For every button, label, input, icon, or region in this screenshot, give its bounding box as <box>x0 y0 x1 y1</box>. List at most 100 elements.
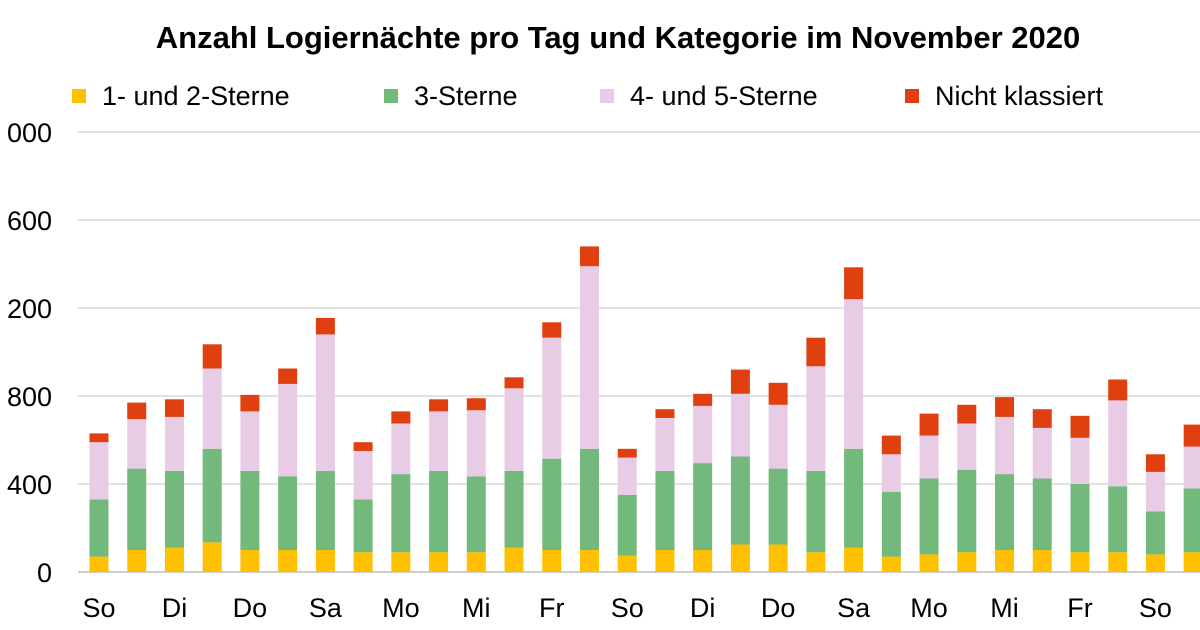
bar-segment-day-6-series-3 <box>278 368 298 384</box>
y-tick-label: 600 <box>7 206 52 236</box>
bar-segment-day-14-series-1 <box>579 448 599 550</box>
x-tick-label: Mi <box>990 593 1019 623</box>
bar-segment-day-17-series-1 <box>693 463 713 550</box>
bar-segment-day-7-series-0 <box>315 550 335 572</box>
bar-segment-day-25-series-0 <box>995 550 1015 572</box>
x-tick-label: So <box>82 593 115 623</box>
bar-segment-day-19-series-3 <box>768 382 788 405</box>
bar-segment-day-18-series-3 <box>730 369 750 394</box>
bar-segment-day-14-series-3 <box>579 246 599 267</box>
legend-swatch-1-2-sterne <box>72 89 86 103</box>
y-axis-ticks: 0 400 800 200 600 000 <box>7 118 52 588</box>
bar-segment-day-21-series-2 <box>844 299 864 449</box>
bar-segment-day-5-series-2 <box>240 411 260 471</box>
bar-segment-day-24-series-2 <box>957 423 977 470</box>
bar-segment-day-8-series-1 <box>353 499 373 553</box>
bar-segment-day-22-series-2 <box>881 454 901 492</box>
bar-segment-day-17-series-2 <box>693 405 713 464</box>
bar-segment-day-10-series-2 <box>429 411 449 471</box>
y-tick-label: 000 <box>7 118 52 148</box>
bar-segment-day-22-series-1 <box>881 491 901 557</box>
x-axis-ticks: So Di Do Sa Mo Mi Fr So Di Do Sa Mo Mi Fr So <box>82 593 1171 623</box>
bar-segment-day-23-series-0 <box>919 554 939 572</box>
bar-segment-day-23-series-2 <box>919 435 939 479</box>
bars <box>89 246 1200 572</box>
bar-segment-day-24-series-1 <box>957 469 977 553</box>
bar-segment-day-2-series-0 <box>127 550 147 572</box>
bar-segment-day-16-series-1 <box>655 470 675 550</box>
bar-segment-day-26-series-2 <box>1032 427 1052 479</box>
bar-segment-day-5-series-0 <box>240 550 260 572</box>
legend-item-3-sterne: 3-Sterne <box>384 80 518 112</box>
bar-segment-day-26-series-3 <box>1032 409 1052 428</box>
bar-segment-day-23-series-3 <box>919 413 939 436</box>
bar-segment-day-4-series-2 <box>202 368 222 449</box>
x-tick-label: Do <box>761 593 796 623</box>
x-tick-label: Mo <box>910 593 948 623</box>
bar-segment-day-1-series-1 <box>89 499 109 557</box>
bar-segment-day-18-series-0 <box>730 544 750 572</box>
bar-segment-day-16-series-2 <box>655 418 675 471</box>
bar-segment-day-30-series-3 <box>1183 424 1200 447</box>
bar-segment-day-4-series-3 <box>202 344 222 369</box>
bar-segment-day-3-series-1 <box>164 470 184 548</box>
bar-segment-day-14-series-2 <box>579 266 599 449</box>
legend-label-4-5-sterne: 4- und 5-Sterne <box>630 80 818 111</box>
bar-segment-day-25-series-2 <box>995 416 1015 475</box>
legend-swatch-4-5-sterne <box>600 89 614 103</box>
legend-label-1-2-sterne: 1- und 2-Sterne <box>102 80 290 111</box>
bar-segment-day-20-series-2 <box>806 366 826 471</box>
bar-segment-day-21-series-0 <box>844 547 864 572</box>
bar-segment-day-10-series-1 <box>429 470 449 553</box>
bar-segment-day-11-series-0 <box>466 552 486 572</box>
bar-segment-day-3-series-2 <box>164 416 184 471</box>
bar-segment-day-2-series-3 <box>127 402 147 420</box>
x-tick-label: Mi <box>462 593 491 623</box>
bar-segment-day-29-series-0 <box>1145 554 1165 572</box>
bar-segment-day-13-series-0 <box>542 550 562 572</box>
bar-segment-day-24-series-3 <box>957 404 977 424</box>
bar-segment-day-4-series-1 <box>202 448 222 543</box>
legend-label-3-sterne: 3-Sterne <box>414 80 518 111</box>
bar-segment-day-29-series-1 <box>1145 511 1165 555</box>
bar-segment-day-8-series-0 <box>353 552 373 572</box>
bar-segment-day-25-series-1 <box>995 474 1015 550</box>
x-tick-label: Fr <box>539 593 564 623</box>
bar-segment-day-12-series-2 <box>504 388 524 471</box>
bar-segment-day-18-series-2 <box>730 393 750 457</box>
bar-segment-day-16-series-0 <box>655 550 675 572</box>
bar-segment-day-7-series-1 <box>315 470 335 550</box>
x-tick-label: So <box>611 593 644 623</box>
bar-segment-day-29-series-3 <box>1145 454 1165 472</box>
bar-segment-day-9-series-3 <box>391 411 411 424</box>
bar-segment-day-14-series-0 <box>579 550 599 572</box>
legend-swatch-3-sterne <box>384 89 398 103</box>
bar-segment-day-25-series-3 <box>995 397 1015 417</box>
bar-segment-day-9-series-1 <box>391 474 411 553</box>
bar-segment-day-7-series-3 <box>315 317 335 335</box>
legend-item-nicht-klassiert: Nicht klassiert <box>905 80 1103 112</box>
bar-segment-day-16-series-3 <box>655 409 675 418</box>
bar-segment-day-23-series-1 <box>919 478 939 555</box>
bar-segment-day-12-series-0 <box>504 547 524 572</box>
bar-segment-day-22-series-3 <box>881 435 901 455</box>
bar-segment-day-6-series-0 <box>278 550 298 572</box>
x-tick-label: Fr <box>1067 593 1092 623</box>
bar-segment-day-5-series-1 <box>240 470 260 550</box>
y-tick-label: 400 <box>7 470 52 500</box>
bar-segment-day-12-series-3 <box>504 377 524 389</box>
bar-segment-day-28-series-1 <box>1108 486 1128 553</box>
legend-label-nicht-klassiert: Nicht klassiert <box>935 80 1104 111</box>
x-tick-label: Mo <box>382 593 420 623</box>
x-tick-label: Sa <box>309 593 343 623</box>
bar-segment-day-9-series-2 <box>391 423 411 475</box>
bar-segment-day-24-series-0 <box>957 552 977 572</box>
bar-segment-day-28-series-0 <box>1108 552 1128 572</box>
bar-segment-day-29-series-2 <box>1145 471 1165 512</box>
bar-segment-day-13-series-3 <box>542 322 562 338</box>
bar-segment-day-11-series-3 <box>466 398 486 411</box>
bar-segment-day-10-series-0 <box>429 552 449 572</box>
bar-segment-day-18-series-1 <box>730 456 750 545</box>
y-tick-label: 800 <box>7 382 52 412</box>
